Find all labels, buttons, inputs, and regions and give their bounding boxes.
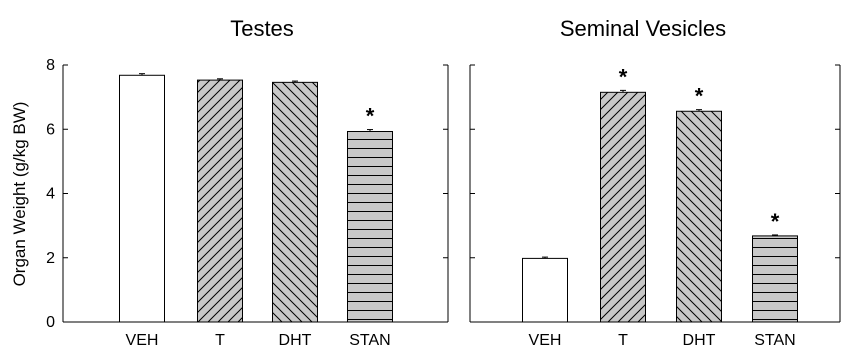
seminal-vesicles-plot-area: VEH * T * DHT * STAN	[469, 64, 841, 349]
x-tick-label: T	[618, 332, 628, 349]
y-tick-label: 2	[46, 250, 55, 267]
x-tick-label: VEH	[126, 332, 159, 349]
y-tick-label: 0	[46, 314, 55, 331]
y-tick-label: 4	[46, 186, 55, 203]
testes-plot-area: 0 2 4 6 8 VEH T DHT * STAN	[46, 57, 449, 349]
bar-dht	[676, 110, 722, 323]
significance-marker: *	[619, 64, 628, 89]
x-tick-label: STAN	[754, 332, 795, 349]
significance-marker: *	[771, 209, 780, 234]
bar-t	[600, 91, 646, 323]
bar-veh	[522, 257, 568, 323]
testes-title: Testes	[230, 16, 294, 41]
x-tick-label: DHT	[279, 332, 312, 349]
y-axis-label: Organ Weight (g/kg BW)	[10, 102, 29, 287]
y-tick-label: 8	[46, 57, 55, 74]
bar-veh	[119, 74, 165, 323]
x-tick-label: VEH	[529, 332, 562, 349]
bar-dht	[272, 81, 318, 323]
y-tick-label: 6	[46, 121, 55, 138]
seminal-vesicles-title: Seminal Vesicles	[560, 16, 726, 41]
bar-stan	[752, 235, 798, 323]
testes-panel: Testes Organ Weight (g/kg BW) 0 2 4 6 8 VEH T D…	[10, 16, 449, 349]
bar-stan	[347, 130, 393, 323]
significance-marker: *	[695, 84, 704, 109]
x-tick-label: T	[215, 332, 225, 349]
seminal-vesicles-panel: Seminal Vesicles VEH * T * DHT * STAN	[469, 16, 841, 349]
x-tick-label: STAN	[349, 332, 390, 349]
x-tick-label: DHT	[683, 332, 716, 349]
significance-marker: *	[366, 104, 375, 129]
bar-t	[197, 79, 243, 323]
